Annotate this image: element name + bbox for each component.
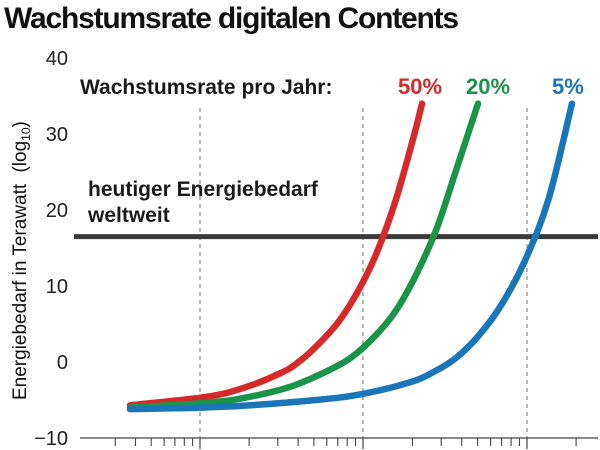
y-tick-label-3: 10: [46, 276, 68, 298]
series-line-50pct: [126, 100, 426, 409]
vertical-gridlines: [199, 108, 528, 438]
y-tick-label-5: −10: [34, 428, 68, 450]
y-axis-label: Energiebedarf in Terawatt (log10): [10, 121, 33, 400]
legend-label-5: 5%: [552, 74, 584, 99]
y-axis-unit-subscript: 10: [19, 127, 33, 141]
chart-title: Wachstumsrate digitalen Contents: [4, 2, 459, 35]
reference-label-line2: weltweit: [87, 204, 170, 227]
y-axis-unit-prefix: (log: [10, 141, 31, 173]
y-tick-label-0: 40: [46, 48, 68, 70]
y-tick-label-2: 20: [46, 200, 68, 222]
legend-prefix: Wachstumsrate pro Jahr:: [80, 76, 332, 99]
series-lines: [126, 100, 576, 413]
legend-label-20: 20%: [466, 74, 510, 99]
y-axis-unit-suffix: ): [10, 121, 31, 127]
reference-label-line1: heutiger Energiebedarf: [88, 178, 319, 201]
y-tick-labels: 40 30 20 10 0 −10: [34, 48, 68, 450]
x-axis-ticks: [114, 438, 577, 449]
y-tick-label-4: 0: [57, 352, 68, 374]
y-tick-label-1: 30: [46, 124, 68, 146]
y-axis-label-main: Energiebedarf in Terawatt: [10, 183, 31, 400]
series-line-5pct: [126, 100, 576, 413]
legend-label-50: 50%: [398, 74, 442, 99]
series-line-20pct: [126, 100, 482, 411]
